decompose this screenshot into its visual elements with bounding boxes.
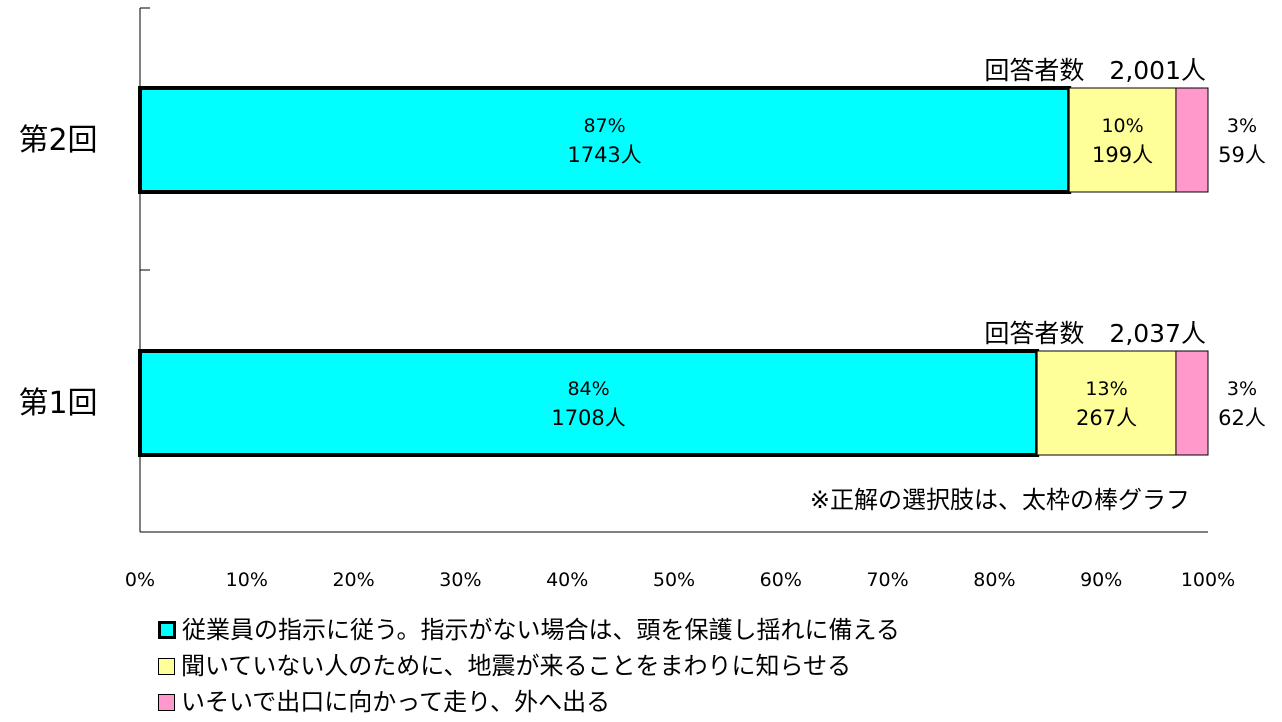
x-tick-label: 50% [653,569,695,591]
legend-label-alert-others: 聞いていない人のために、地震が来ることをまわりに知らせる [181,652,852,680]
bar-segment [1175,87,1209,193]
data-label-percent: 10% [1101,115,1143,137]
respondent-count-label-1: 回答者数 2,001人 [984,56,1206,85]
data-label-percent: 13% [1085,378,1127,400]
data-label-count: 199人 [1092,143,1153,167]
data-label-percent: 87% [583,115,625,137]
legend-label-follow-staff: 従業員の指示に従う。指示がない場合は、頭を保護し揺れに備える [182,616,900,644]
x-tick-label: 100% [1181,569,1235,591]
data-label-count: 267人 [1076,406,1137,430]
x-tick-label: 0% [125,569,155,591]
x-tick-label: 70% [866,569,908,591]
x-tick-label: 90% [1080,569,1122,591]
legend-item-follow-staff: 従業員の指示に従う。指示がない場合は、頭を保護し揺れに備える [158,612,900,648]
correct-answer-note: ※正解の選択肢は、太枠の棒グラフ [810,486,1190,514]
x-tick-label: 80% [973,569,1015,591]
legend-label-run-outside: いそいで出口に向かって走り、外へ出る [181,688,611,716]
stacked-bar-chart: 0% 10% 20% 30% 40% 50% 60% 70% 80% 90% 100%第2回第1回 … [18,7,1266,591]
data-label-count: 1708人 [551,406,625,430]
chart-bars [138,86,1209,457]
legend: 従業員の指示に従う。指示がない場合は、頭を保護し揺れに備える 聞いていない人のた… [158,612,900,720]
bar-segment [138,349,1040,457]
x-tick-label: 20% [332,569,374,591]
legend-swatch-alert-others [158,657,175,675]
x-tick-label: 10% [226,569,268,591]
legend-swatch-run-outside [158,693,175,711]
bar-segment [138,86,1072,194]
bar-segment [1175,350,1209,456]
legend-swatch-follow-staff [158,621,176,639]
data-label-count: 1743人 [567,143,641,167]
respondent-count-label-2: 回答者数 2,037人 [984,319,1206,348]
x-tick-label: 60% [760,569,802,591]
data-label-count: 62人 [1218,406,1266,430]
category-label-2: 第1回 [18,386,97,421]
x-tick-label: 40% [546,569,588,591]
bar-segment [1036,350,1177,456]
data-label-count: 59人 [1218,143,1266,167]
legend-item-alert-others: 聞いていない人のために、地震が来ることをまわりに知らせる [158,648,900,684]
data-label-percent: 3% [1227,378,1257,400]
data-label-percent: 84% [567,378,609,400]
category-label-1: 第2回 [18,123,97,158]
bar-segment [1068,87,1177,193]
x-tick-label: 30% [439,569,481,591]
data-label-percent: 3% [1227,115,1257,137]
legend-item-run-outside: いそいで出口に向かって走り、外へ出る [158,684,900,720]
